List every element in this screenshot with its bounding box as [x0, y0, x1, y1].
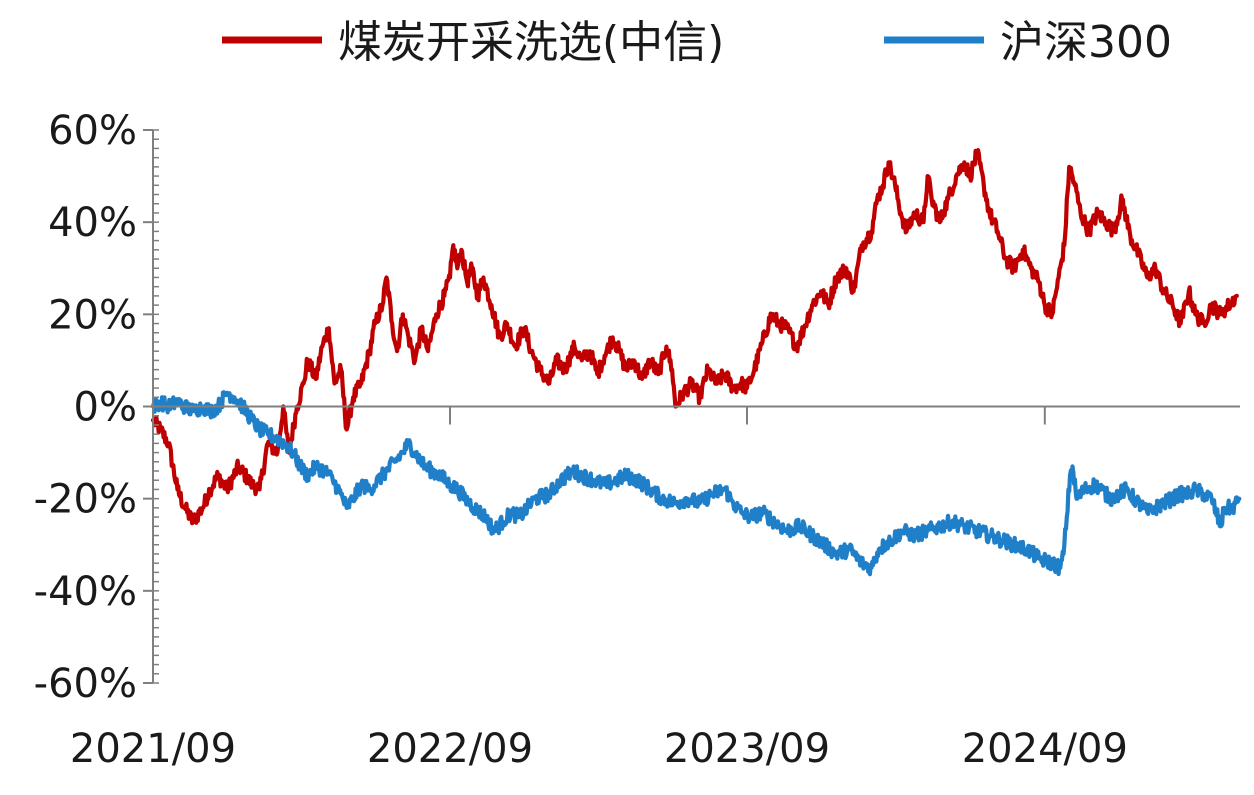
- legend-label-0: 煤炭开采洗选(中信): [338, 17, 724, 68]
- x-tick-label: 2022/09: [367, 726, 533, 772]
- y-tick-label: 20%: [48, 292, 137, 338]
- x-tick-label: 2021/09: [70, 726, 236, 772]
- series-layer: [150, 148, 1242, 577]
- series-line-1: [150, 390, 1242, 577]
- y-tick-label: 40%: [48, 200, 137, 246]
- series-line-0: [150, 148, 1239, 526]
- y-tick-label: 0%: [74, 385, 137, 431]
- axes-layer: [143, 129, 1240, 684]
- y-tick-label: -40%: [34, 569, 137, 615]
- labels-layer: 60% 40% 20% 0% -20% -40% -60% 2021/09 2022/09 202…: [34, 108, 1128, 772]
- y-tick-label: -20%: [34, 477, 137, 523]
- y-tick-label: -60%: [34, 661, 137, 707]
- y-tick-label: 60%: [48, 108, 137, 154]
- legend: 煤炭开采洗选(中信) 沪深300: [222, 17, 1172, 68]
- legend-label-1: 沪深300: [1000, 17, 1172, 68]
- x-tick-label: 2023/09: [664, 726, 830, 772]
- x-tick-label: 2024/09: [962, 726, 1128, 772]
